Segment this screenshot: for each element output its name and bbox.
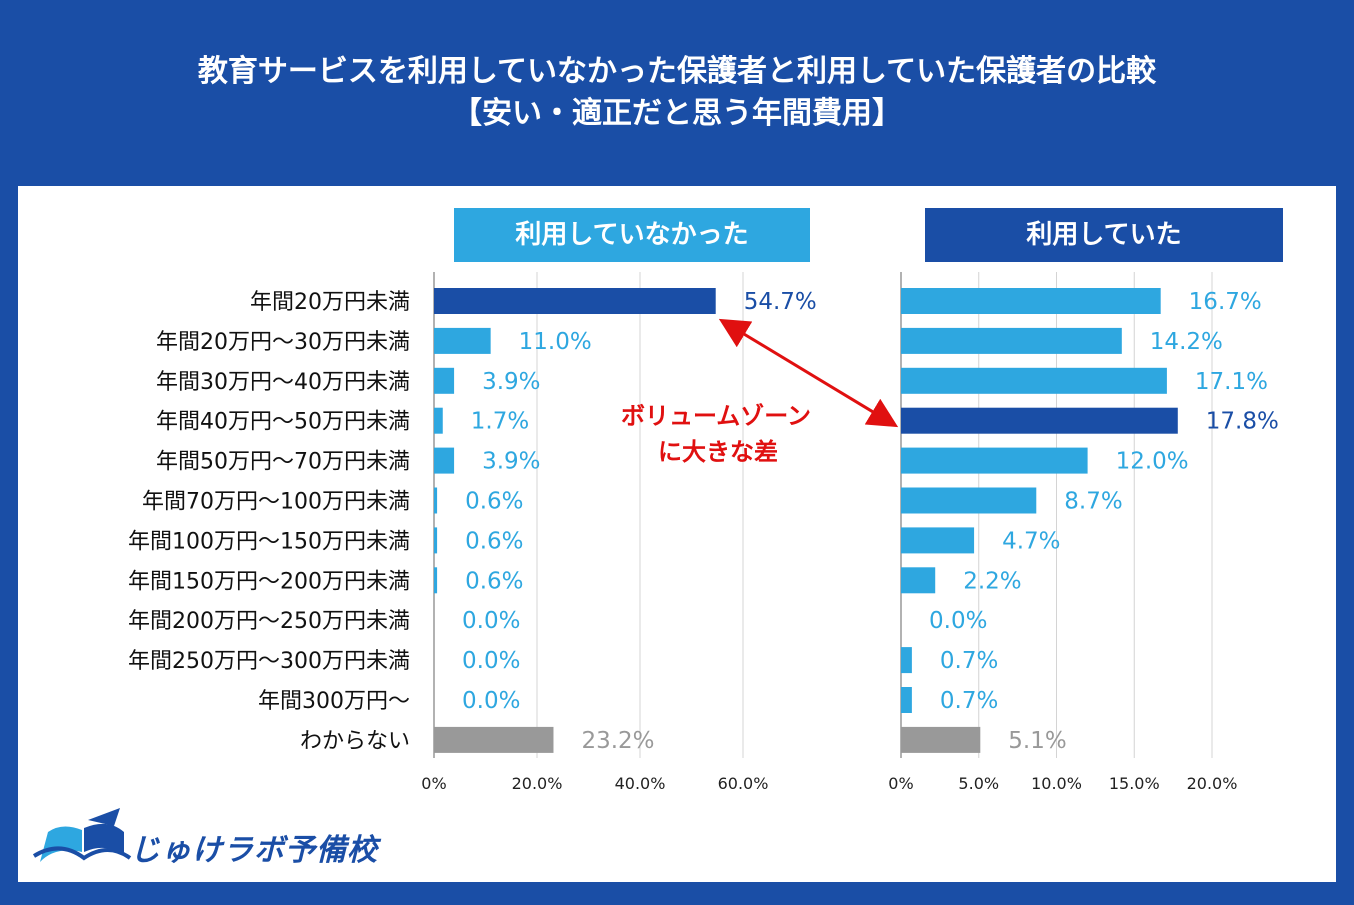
- x-tick-label: 60.0%: [718, 774, 769, 793]
- bar-value-label: 0.0%: [929, 608, 987, 634]
- open-book-icon: [32, 808, 132, 862]
- bar: [434, 527, 438, 554]
- bar: [901, 527, 975, 554]
- bar: [434, 726, 554, 753]
- chart-title-line1: 教育サービスを利用していなかった保護者と利用していた保護者の比較: [197, 54, 1157, 89]
- category-label: 年間20万円未満: [250, 290, 410, 315]
- bar: [434, 407, 443, 434]
- bar-value-label: 14.2%: [1150, 329, 1223, 355]
- bar: [901, 327, 1122, 354]
- bar-value-label: 8.7%: [1064, 489, 1122, 515]
- x-tick-label: 40.0%: [615, 774, 666, 793]
- category-label: 年間300万円～: [258, 689, 410, 714]
- bar-value-label: 17.1%: [1195, 369, 1268, 395]
- bar-value-label: 2.2%: [963, 568, 1021, 594]
- category-label: 年間100万円～150万円未満: [128, 529, 410, 554]
- bar-value-label: 0.0%: [462, 608, 520, 634]
- bar-value-label: 23.2%: [581, 728, 654, 754]
- bar-value-label: 0.7%: [940, 648, 998, 674]
- bar: [901, 687, 912, 713]
- bar: [434, 367, 455, 394]
- bar: [901, 367, 1167, 394]
- bar-value-label: 54.7%: [744, 289, 817, 315]
- bar: [901, 567, 936, 594]
- bar: [434, 447, 455, 474]
- bar: [901, 288, 1161, 314]
- bar-value-label: 0.7%: [940, 688, 998, 714]
- x-tick-label: 0%: [888, 774, 913, 793]
- bar-value-label: 12.0%: [1116, 449, 1189, 475]
- x-tick-label: 20.0%: [512, 774, 563, 793]
- category-label: わからない: [300, 729, 410, 754]
- category-label: 年間70万円～100万円未満: [142, 490, 410, 515]
- bar-value-label: 3.9%: [482, 449, 540, 475]
- x-tick-label: 10.0%: [1031, 774, 1082, 793]
- annotation-line2: に大きな差: [658, 438, 778, 466]
- bar-value-label: 0.0%: [462, 688, 520, 714]
- bar: [901, 447, 1088, 474]
- x-tick-label: 5.0%: [958, 774, 999, 793]
- bar: [901, 407, 1178, 434]
- bar-value-label: 5.1%: [1008, 728, 1066, 754]
- x-tick-label: 20.0%: [1187, 774, 1238, 793]
- x-tick-label: 0%: [421, 774, 446, 793]
- bar: [901, 726, 981, 753]
- category-label: 年間250万円～300万円未満: [128, 649, 410, 674]
- bar-value-label: 0.0%: [462, 648, 520, 674]
- bar: [434, 487, 438, 514]
- bar-value-label: 16.7%: [1189, 289, 1262, 315]
- bar: [434, 567, 438, 594]
- bar: [434, 288, 716, 314]
- bar-value-label: 0.6%: [465, 489, 523, 515]
- bar-value-label: 1.7%: [471, 409, 529, 435]
- bar-value-label: 3.9%: [482, 369, 540, 395]
- x-tick-label: 15.0%: [1109, 774, 1160, 793]
- brand-logo-text: じゅけラボ予備校: [130, 833, 378, 868]
- bar-value-label: 4.7%: [1002, 528, 1060, 554]
- bar: [434, 327, 491, 354]
- bar-value-label: 11.0%: [519, 329, 592, 355]
- category-label: 年間40万円～50万円未満: [156, 410, 410, 435]
- chart-title-line2: 【安い・適正だと思う年間費用】: [452, 96, 902, 131]
- bar: [901, 647, 912, 674]
- panel-header-not-using: 利用していなかった: [454, 208, 810, 262]
- panel-header-using: 利用していた: [925, 208, 1283, 262]
- bar-value-label: 17.8%: [1206, 409, 1279, 435]
- category-label: 年間50万円～70万円未満: [156, 450, 410, 475]
- bar: [901, 487, 1037, 514]
- bar-value-label: 0.6%: [465, 568, 523, 594]
- category-label: 年間20万円～30万円未満: [156, 330, 410, 355]
- annotation-arrow: [718, 318, 899, 428]
- annotation-line1: ボリュームゾーン: [621, 402, 811, 430]
- category-label: 年間30万円～40万円未満: [156, 370, 410, 395]
- category-label: 年間150万円～200万円未満: [128, 569, 410, 594]
- category-label: 年間200万円～250万円未満: [128, 609, 410, 634]
- bar-value-label: 0.6%: [465, 528, 523, 554]
